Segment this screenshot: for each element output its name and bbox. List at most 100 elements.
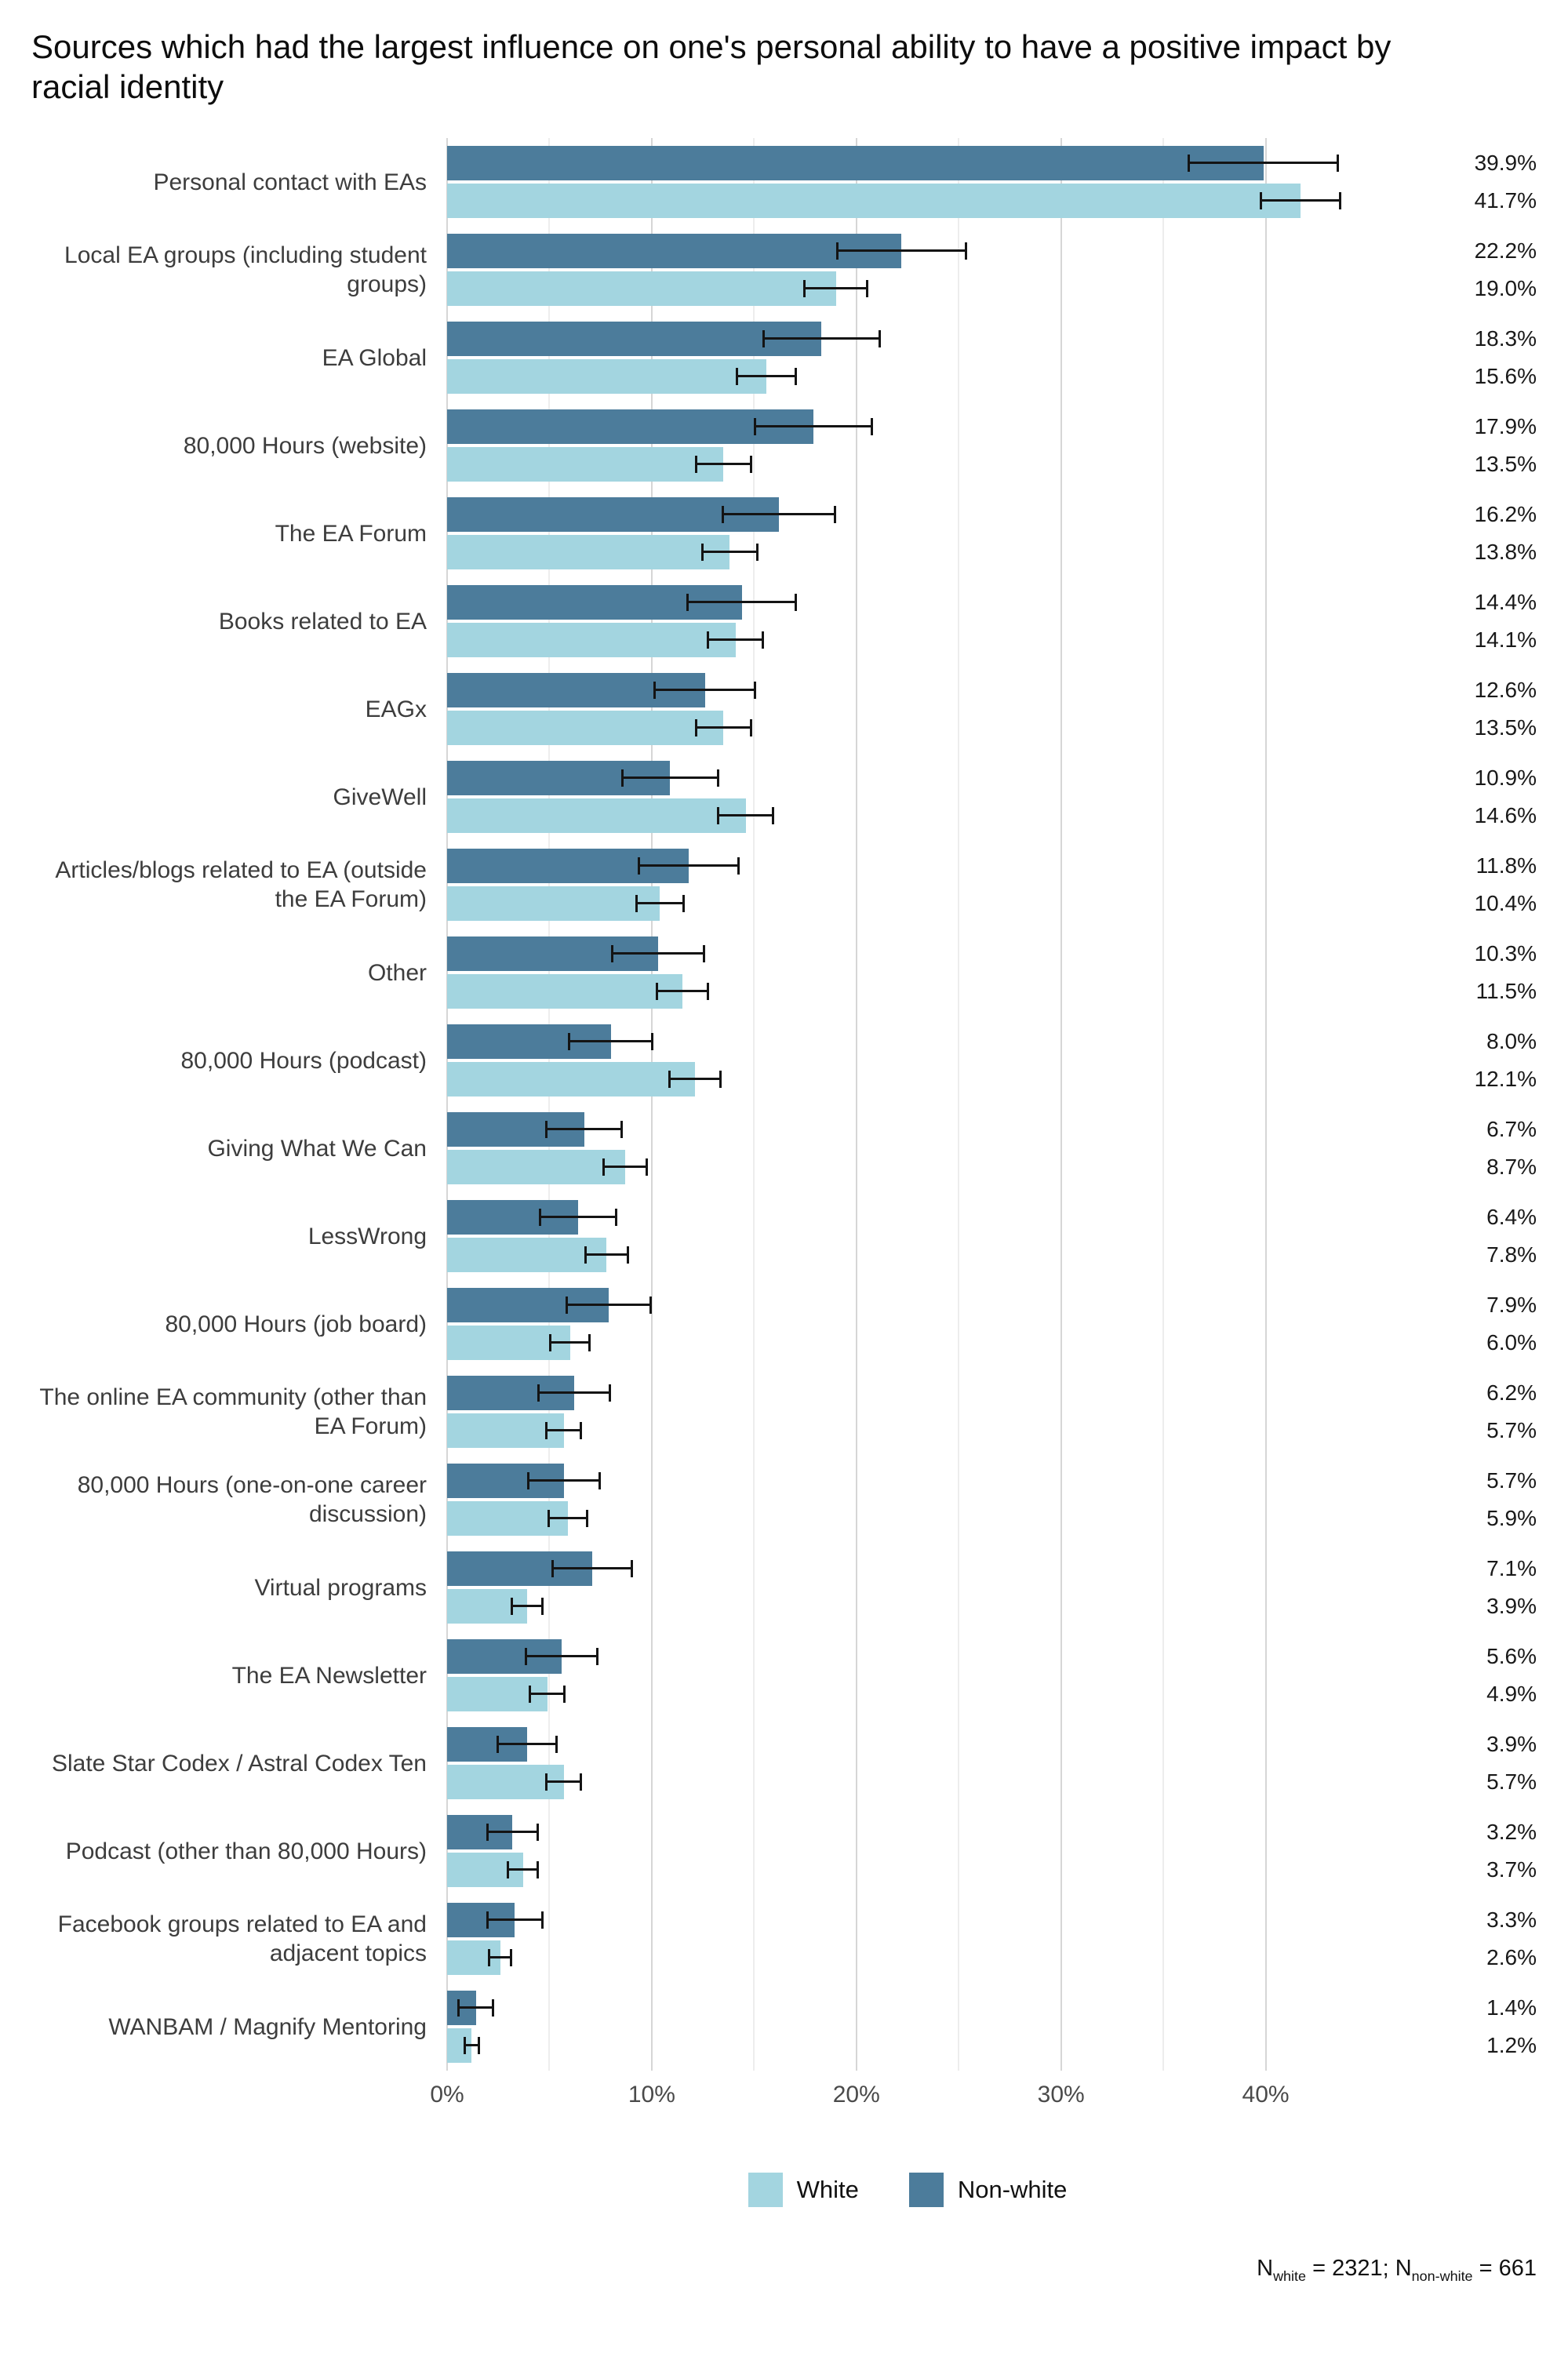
bar-group xyxy=(447,1983,1368,2071)
chart-row: Local EA groups (including student group… xyxy=(31,226,1537,314)
value-label: 6.2% xyxy=(1486,1380,1537,1406)
value-label: 11.8% xyxy=(1475,853,1537,878)
bar-group xyxy=(447,1807,1368,1895)
value-label: 11.5% xyxy=(1475,979,1537,1004)
value-label: 2.6% xyxy=(1486,1945,1537,1970)
category-label: 80,000 Hours (one-on-one career discussi… xyxy=(77,1471,427,1528)
footer-text: = 661 xyxy=(1472,2256,1537,2282)
chart-row: Slate Star Codex / Astral Codex Ten 3.9% 5… xyxy=(31,1719,1537,1807)
error-bar xyxy=(457,1999,494,2017)
non-white-bar xyxy=(447,146,1264,181)
value-labels: 22.2% 19.0% xyxy=(1368,226,1537,314)
value-label: 18.3% xyxy=(1474,326,1537,351)
chart-row: The EA Newsletter 5.6% 4.9% xyxy=(31,1631,1537,1719)
bar-group xyxy=(447,1280,1368,1368)
error-bar xyxy=(802,280,869,298)
value-label: 5.9% xyxy=(1486,1506,1537,1531)
chart-row: Virtual programs 7.1% 3.9% xyxy=(31,1544,1537,1631)
value-label: 8.7% xyxy=(1486,1155,1537,1180)
category-label: The EA Forum xyxy=(275,520,427,547)
value-label: 13.5% xyxy=(1474,452,1537,477)
chart-row: GiveWell 10.9% 14.6% xyxy=(31,753,1537,841)
x-tick-label: 10% xyxy=(628,2082,675,2108)
non-white-bar xyxy=(447,409,813,445)
bar-group xyxy=(447,402,1368,489)
value-label: 5.7% xyxy=(1486,1769,1537,1795)
category-label: Other xyxy=(367,959,427,986)
error-bar xyxy=(526,1472,601,1490)
error-bar xyxy=(537,1384,611,1402)
major-gridline xyxy=(1264,138,1267,2071)
value-label: 3.2% xyxy=(1486,1820,1537,1845)
value-label: 16.2% xyxy=(1474,502,1537,527)
non-white-bar xyxy=(447,322,822,357)
error-bar xyxy=(754,418,873,436)
value-labels: 3.9% 5.7% xyxy=(1368,1719,1537,1807)
error-bar xyxy=(653,682,756,700)
legend-label: Non-white xyxy=(957,2176,1068,2204)
value-labels: 6.2% 5.7% xyxy=(1368,1368,1537,1456)
value-labels: 11.8% 10.4% xyxy=(1368,841,1537,929)
bar-group xyxy=(447,1895,1368,1983)
bar-group xyxy=(447,1104,1368,1192)
minor-gridline xyxy=(753,138,755,2071)
category-label: Slate Star Codex / Astral Codex Ten xyxy=(51,1750,427,1777)
value-labels: 3.3% 2.6% xyxy=(1368,1895,1537,1983)
x-tick-label: 20% xyxy=(832,2082,880,2108)
bar-group xyxy=(447,489,1368,577)
value-labels: 6.4% 7.8% xyxy=(1368,1192,1537,1280)
error-bar xyxy=(545,1121,624,1139)
bar-group xyxy=(447,929,1368,1016)
x-tick-label: 0% xyxy=(430,2082,464,2108)
error-bar xyxy=(686,594,798,612)
bar-group xyxy=(447,665,1368,753)
category-label: The EA Newsletter xyxy=(231,1662,427,1689)
chart-row: Facebook groups related to EA and adjace… xyxy=(31,1895,1537,1983)
value-label: 7.8% xyxy=(1486,1242,1537,1267)
error-bar xyxy=(547,1510,588,1528)
legend-swatch xyxy=(908,2173,944,2208)
error-bar xyxy=(463,2037,480,2055)
value-label: 19.0% xyxy=(1474,276,1537,301)
error-bar xyxy=(566,1297,652,1315)
bar-group xyxy=(447,138,1368,226)
white-bar xyxy=(447,711,724,746)
chart-title: Sources which had the largest influence … xyxy=(31,28,1392,106)
bar-group xyxy=(447,1719,1368,1807)
bar-group xyxy=(447,841,1368,929)
error-bar xyxy=(549,1334,591,1352)
non-white-bar xyxy=(447,234,902,269)
value-labels: 1.4% 1.2% xyxy=(1368,1983,1537,2071)
minor-gridline xyxy=(1162,138,1165,2071)
value-label: 3.9% xyxy=(1486,1732,1537,1757)
category-label: Personal contact with EAs xyxy=(153,169,427,195)
x-tick-label: 40% xyxy=(1242,2082,1290,2108)
value-label: 6.0% xyxy=(1486,1330,1537,1355)
error-bar xyxy=(486,1824,540,1842)
value-label: 14.4% xyxy=(1474,590,1537,615)
value-label: 6.7% xyxy=(1486,1117,1537,1142)
value-label: 4.9% xyxy=(1486,1682,1537,1707)
value-label: 5.6% xyxy=(1486,1644,1537,1669)
footer-text: N xyxy=(1257,2256,1274,2282)
chart-row: Other 10.3% 11.5% xyxy=(31,929,1537,1016)
white-bar xyxy=(447,1765,564,1800)
error-bar xyxy=(637,857,740,875)
category-label: Facebook groups related to EA and adjace… xyxy=(57,1911,427,1967)
legend: White Non-white xyxy=(447,2173,1368,2208)
chart-row: WANBAM / Magnify Mentoring 1.4% 1.2% xyxy=(31,1983,1537,2071)
value-labels: 16.2% 13.8% xyxy=(1368,489,1537,577)
value-labels: 17.9% 13.5% xyxy=(1368,402,1537,489)
value-label: 41.7% xyxy=(1474,188,1537,213)
chart-row: 80,000 Hours (one-on-one career discussi… xyxy=(31,1456,1537,1544)
minor-gridline xyxy=(958,138,960,2071)
error-bar xyxy=(488,1949,513,1967)
sample-size-note: Nwhite = 2321; Nnon-white = 661 xyxy=(31,2256,1537,2285)
bar-group xyxy=(447,1456,1368,1544)
error-bar xyxy=(717,807,775,825)
error-bar xyxy=(486,1911,544,1929)
value-labels: 12.6% 13.5% xyxy=(1368,665,1537,753)
white-bar xyxy=(447,798,746,834)
legend-item: Non-white xyxy=(908,2173,1068,2208)
